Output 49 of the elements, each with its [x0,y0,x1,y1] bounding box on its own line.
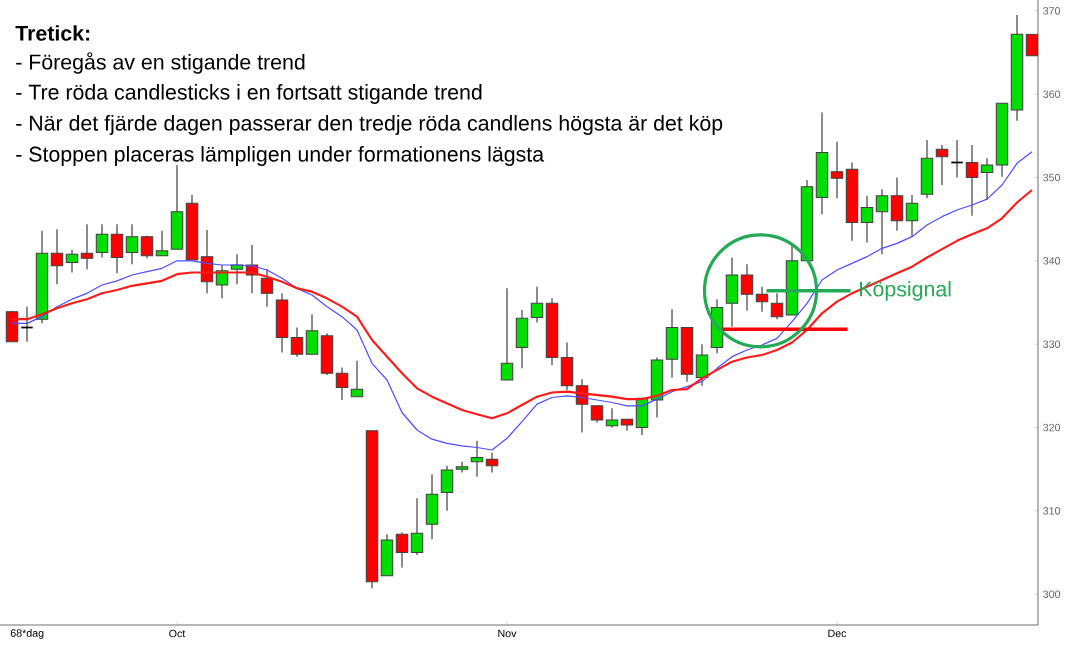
candlestick [965,144,979,217]
annotation: - Stoppen placeras lämpligen under formationens lägsta [16,146,545,166]
candlestick [530,286,544,324]
y-tick-label: 320 [1043,423,1061,432]
annotation: - När det fjärde dagen passerar den tredje röda candlens högsta är det köp [16,115,723,135]
annotation: - Tre röda candlesticks i en fortsatt stigande trend [16,84,482,104]
text: Tretick: [15,25,90,41]
candlestick [290,326,304,358]
candlestick [695,343,709,387]
candlestick [455,461,469,474]
candlestick [470,440,484,478]
candlestick [110,223,124,274]
candlestick [440,465,454,512]
candlestick [335,366,349,401]
y-tick-label: 370 [1043,7,1061,15]
x-tick-label: Oct [169,629,186,638]
candlestick [410,497,424,556]
candlestick [860,195,874,244]
candlestick [605,407,619,429]
candlestick [500,287,514,381]
candlestick [125,223,139,265]
candlestick [305,313,319,355]
candlestick [80,223,94,270]
candlestick [875,188,889,255]
y-tick-label: 340 [1043,257,1061,265]
x-tick-label: Dec [828,629,847,638]
x-axis-title: 68*dag [10,629,44,639]
candlestick [935,144,949,186]
y-tick-label: 350 [1043,173,1061,182]
candlestick [50,228,64,285]
candlestick [770,292,784,320]
candlestick [95,223,109,259]
candlestick [395,531,409,569]
candlestick [830,141,844,199]
candlestick [740,263,754,312]
y-tick-label: 360 [1043,90,1061,98]
candlestick [155,230,169,257]
x-tick-label: Nov [498,629,517,638]
annotation: - Föregås av en stigande trend [16,52,305,74]
candlestick [65,249,79,274]
candlestick [980,157,994,201]
y-tick-label: 330 [1043,340,1061,348]
y-tick-label: 300 [1043,590,1061,598]
candlestick [350,360,364,398]
candlestick [905,194,919,238]
candlestick [260,268,274,308]
y-tick-label: 310 [1043,507,1061,515]
candlestick [755,286,769,313]
ref-line-label: Köpsignal [860,280,951,301]
